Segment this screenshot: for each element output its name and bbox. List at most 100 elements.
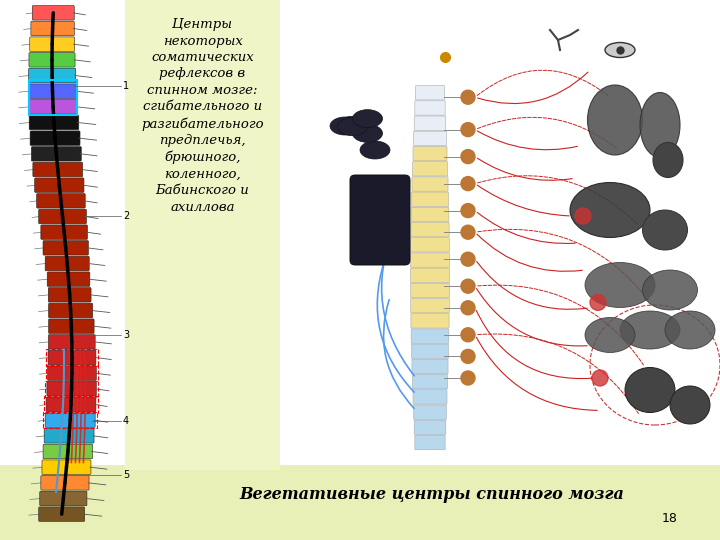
FancyBboxPatch shape — [415, 101, 445, 115]
Circle shape — [461, 225, 475, 239]
FancyBboxPatch shape — [28, 84, 76, 98]
Text: Центры
некоторых
соматических
рефлексов в
спинном мозге:
сгибательного и
разгиба: Центры некоторых соматических рефлексов … — [141, 18, 264, 214]
Ellipse shape — [588, 85, 642, 155]
Circle shape — [592, 370, 608, 386]
FancyBboxPatch shape — [413, 146, 447, 161]
Circle shape — [590, 294, 606, 310]
FancyBboxPatch shape — [412, 344, 449, 359]
Text: Вегетативные центры спинного мозга: Вегетативные центры спинного мозга — [240, 485, 624, 503]
Circle shape — [461, 371, 475, 385]
Ellipse shape — [585, 318, 635, 353]
Circle shape — [461, 252, 475, 266]
FancyBboxPatch shape — [411, 329, 449, 343]
Ellipse shape — [570, 183, 650, 238]
Ellipse shape — [640, 92, 680, 158]
Text: 3: 3 — [123, 330, 129, 340]
FancyBboxPatch shape — [410, 299, 449, 313]
FancyBboxPatch shape — [415, 435, 445, 450]
Ellipse shape — [585, 262, 655, 307]
FancyBboxPatch shape — [46, 397, 96, 412]
Circle shape — [461, 279, 475, 293]
Ellipse shape — [330, 117, 360, 135]
FancyBboxPatch shape — [35, 178, 84, 192]
FancyBboxPatch shape — [31, 21, 74, 36]
FancyBboxPatch shape — [410, 253, 449, 267]
FancyBboxPatch shape — [125, 0, 280, 470]
FancyBboxPatch shape — [42, 460, 91, 475]
Circle shape — [461, 349, 475, 363]
FancyBboxPatch shape — [47, 382, 96, 396]
FancyBboxPatch shape — [32, 5, 74, 20]
Ellipse shape — [665, 311, 715, 349]
FancyBboxPatch shape — [39, 209, 86, 224]
FancyBboxPatch shape — [43, 444, 93, 459]
Ellipse shape — [670, 386, 710, 424]
FancyBboxPatch shape — [39, 507, 85, 522]
Text: 18: 18 — [662, 512, 678, 525]
FancyBboxPatch shape — [48, 350, 96, 365]
FancyBboxPatch shape — [30, 131, 80, 145]
FancyBboxPatch shape — [411, 207, 449, 221]
FancyBboxPatch shape — [33, 162, 83, 177]
Text: 2: 2 — [123, 211, 130, 221]
Text: 5: 5 — [123, 470, 130, 480]
FancyBboxPatch shape — [29, 68, 76, 83]
FancyBboxPatch shape — [411, 222, 449, 237]
Circle shape — [461, 328, 475, 342]
FancyBboxPatch shape — [45, 413, 95, 428]
FancyBboxPatch shape — [410, 284, 449, 298]
Ellipse shape — [620, 311, 680, 349]
FancyBboxPatch shape — [48, 303, 93, 318]
FancyBboxPatch shape — [413, 131, 446, 146]
FancyBboxPatch shape — [410, 268, 449, 282]
FancyBboxPatch shape — [413, 161, 448, 176]
Circle shape — [461, 177, 475, 191]
Text: 4: 4 — [123, 416, 129, 426]
FancyBboxPatch shape — [48, 366, 96, 381]
FancyBboxPatch shape — [45, 256, 89, 271]
Text: 1: 1 — [123, 82, 129, 91]
FancyBboxPatch shape — [41, 476, 89, 490]
FancyBboxPatch shape — [30, 115, 78, 130]
Ellipse shape — [353, 124, 382, 143]
Circle shape — [461, 90, 475, 104]
FancyBboxPatch shape — [48, 288, 91, 302]
FancyBboxPatch shape — [30, 37, 75, 51]
FancyBboxPatch shape — [414, 420, 446, 435]
FancyBboxPatch shape — [32, 146, 81, 161]
Ellipse shape — [338, 118, 367, 136]
FancyBboxPatch shape — [413, 390, 447, 404]
FancyBboxPatch shape — [48, 319, 94, 333]
Circle shape — [461, 301, 475, 315]
FancyBboxPatch shape — [412, 359, 448, 374]
Ellipse shape — [360, 141, 390, 159]
FancyBboxPatch shape — [43, 240, 89, 255]
Circle shape — [461, 123, 475, 137]
Ellipse shape — [338, 116, 367, 134]
Circle shape — [575, 208, 591, 224]
FancyBboxPatch shape — [37, 193, 85, 208]
Ellipse shape — [625, 368, 675, 413]
FancyBboxPatch shape — [414, 116, 446, 130]
Ellipse shape — [653, 143, 683, 178]
Ellipse shape — [605, 43, 635, 57]
FancyBboxPatch shape — [29, 99, 78, 114]
Ellipse shape — [642, 210, 688, 250]
FancyBboxPatch shape — [413, 405, 446, 420]
Ellipse shape — [353, 110, 382, 127]
FancyBboxPatch shape — [411, 314, 449, 328]
Circle shape — [461, 150, 475, 164]
FancyBboxPatch shape — [350, 175, 410, 265]
FancyBboxPatch shape — [41, 225, 88, 239]
FancyBboxPatch shape — [29, 52, 75, 67]
FancyBboxPatch shape — [415, 85, 444, 100]
FancyBboxPatch shape — [48, 335, 95, 349]
FancyBboxPatch shape — [0, 465, 720, 540]
FancyBboxPatch shape — [412, 177, 448, 191]
FancyBboxPatch shape — [44, 429, 94, 443]
Ellipse shape — [642, 270, 698, 310]
FancyBboxPatch shape — [410, 238, 449, 252]
Circle shape — [461, 204, 475, 218]
FancyBboxPatch shape — [40, 491, 87, 506]
FancyBboxPatch shape — [412, 192, 449, 206]
